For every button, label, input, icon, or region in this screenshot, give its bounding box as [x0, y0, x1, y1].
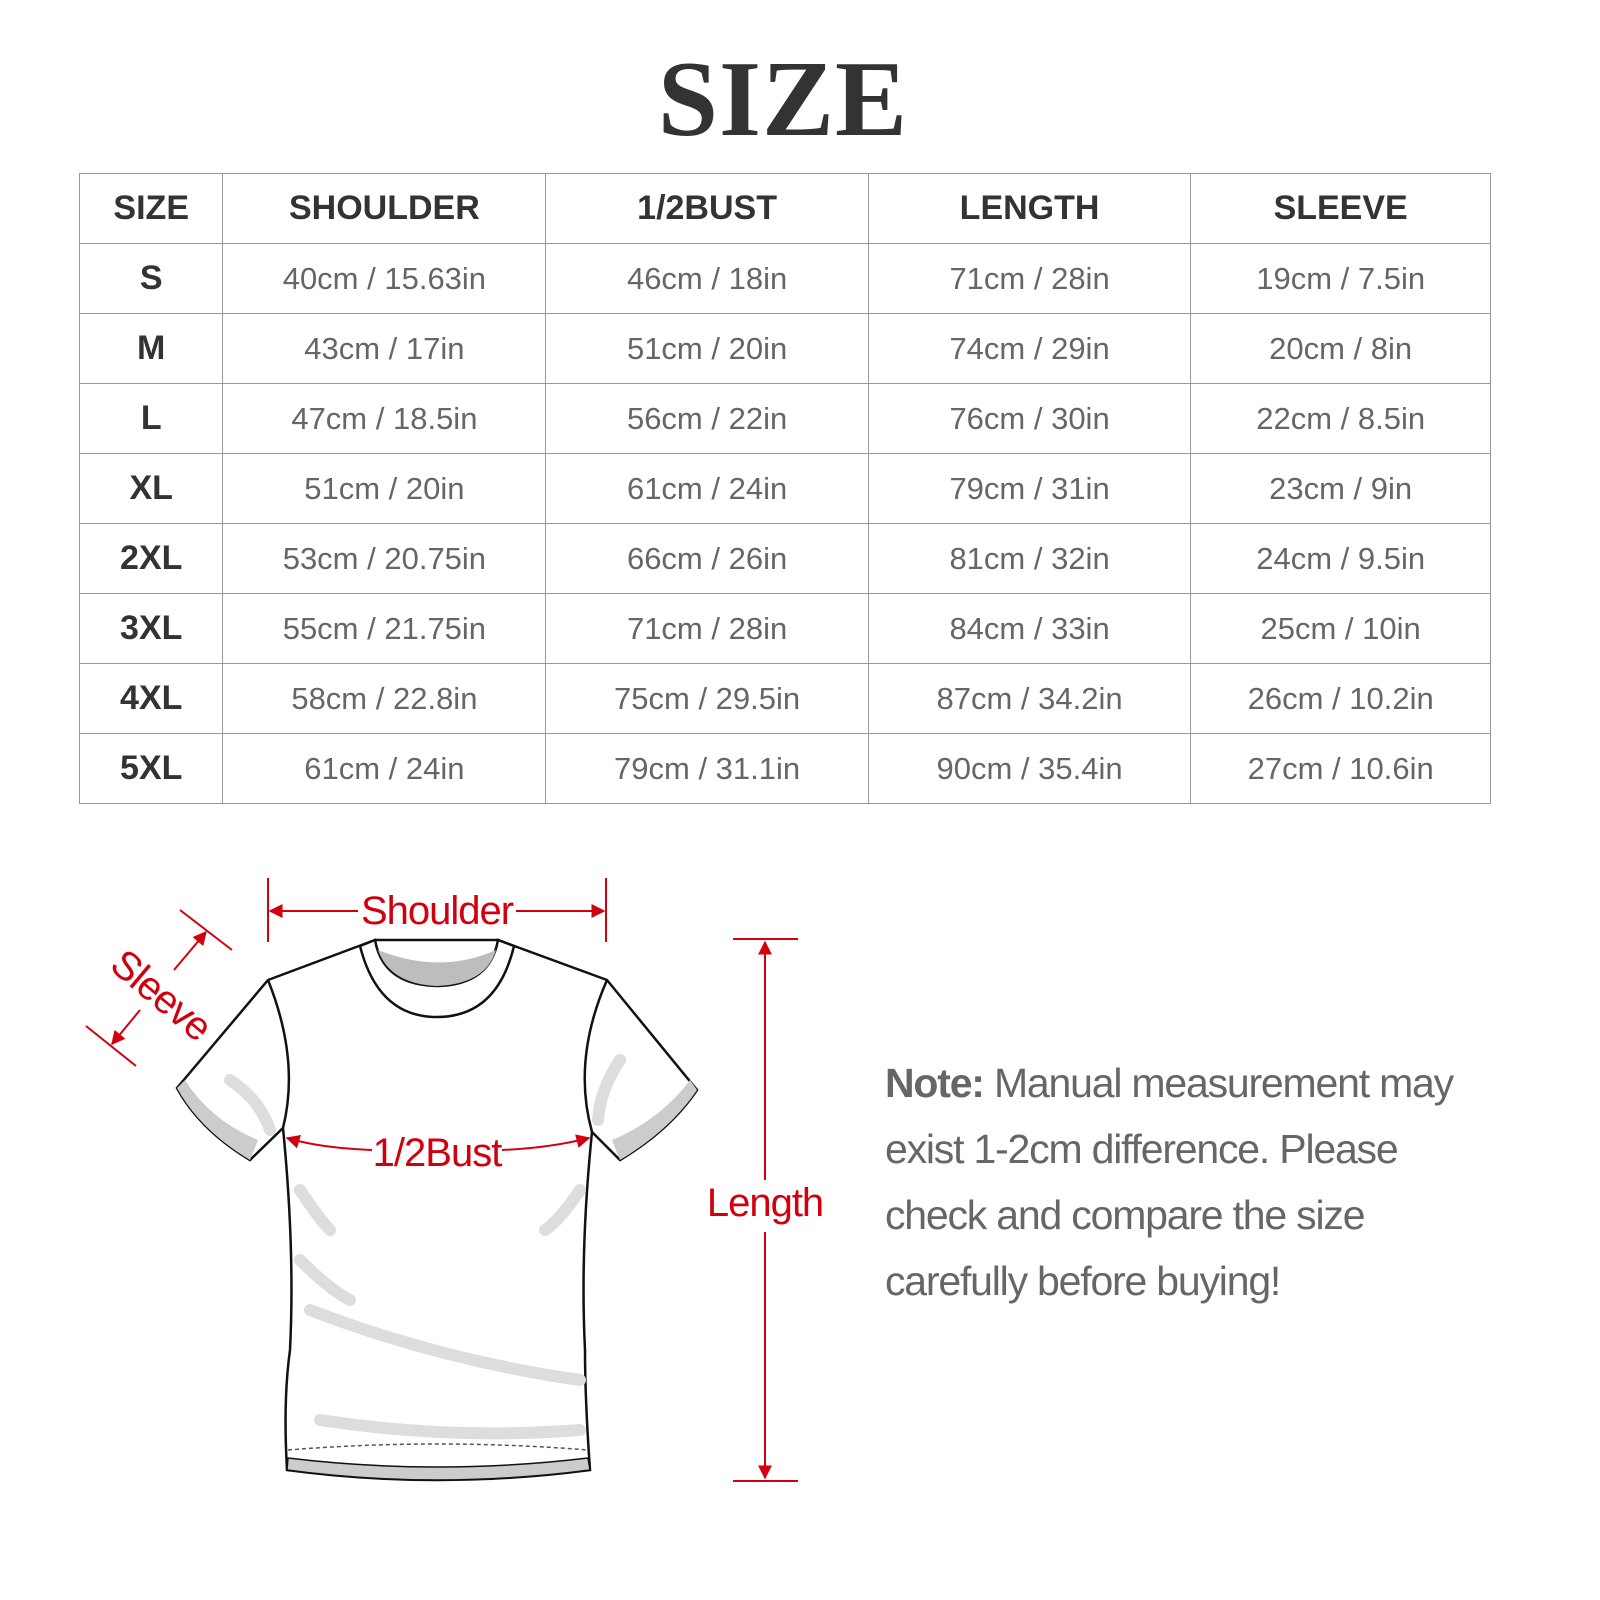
measurement-cell: 55cm / 21.75in	[222, 593, 547, 664]
size-cell: 4XL	[78, 663, 224, 734]
measurement-cell: 40cm / 15.63in	[222, 243, 547, 314]
measurement-cell: 53cm / 20.75in	[222, 523, 547, 594]
measurement-cell: 90cm / 35.4in	[867, 733, 1192, 804]
measurement-cell: 51cm / 20in	[222, 453, 547, 524]
size-cell: S	[78, 243, 224, 314]
measurement-cell: 19cm / 7.5in	[1190, 243, 1491, 314]
measurement-cell: 51cm / 20in	[545, 313, 869, 384]
note: Note: Manual measurement may exist 1-2cm…	[885, 1050, 1505, 1314]
measurement-cell: 58cm / 22.8in	[222, 663, 547, 734]
measure-lines	[85, 878, 798, 1482]
measurement-cell: 81cm / 32in	[867, 523, 1192, 594]
measurement-cell: 74cm / 29in	[867, 313, 1192, 384]
column-header: SIZE	[78, 173, 224, 244]
measurement-cell: 71cm / 28in	[545, 593, 869, 664]
column-header: 1/2BUST	[545, 173, 869, 244]
size-cell: M	[78, 313, 224, 384]
size-cell: 3XL	[78, 593, 224, 664]
table-row: L 47cm / 18.5in 56cm / 22in 76cm / 30in 22cm…	[78, 383, 1491, 454]
page-title: SIZE	[657, 40, 909, 159]
size-cell: 5XL	[78, 733, 224, 804]
table-header-row: SIZE SHOULDER 1/2BUST LENGTH SLEEVE	[78, 173, 1491, 244]
measurement-cell: 66cm / 26in	[545, 523, 869, 594]
note-label: Note:	[885, 1060, 985, 1106]
measurement-cell: 84cm / 33in	[867, 593, 1192, 664]
column-header: SLEEVE	[1190, 173, 1491, 244]
tshirt-outline	[175, 938, 699, 1482]
measurement-cell: 43cm / 17in	[222, 313, 547, 384]
size-cell: 2XL	[78, 523, 224, 594]
measurement-cell: 46cm / 18in	[545, 243, 869, 314]
measurement-cell: 79cm / 31in	[867, 453, 1192, 524]
measurement-cell: 61cm / 24in	[222, 733, 547, 804]
table-row: S 40cm / 15.63in 46cm / 18in 71cm / 28in 19c…	[78, 243, 1491, 314]
table-row: 2XL 53cm / 20.75in 66cm / 26in 81cm / 32in 2…	[78, 523, 1491, 594]
size-table: SIZE SHOULDER 1/2BUST LENGTH SLEEVE S 40cm / …	[78, 173, 1491, 804]
table-row: 5XL 61cm / 24in 79cm / 31.1in 90cm / 35.4in…	[78, 733, 1491, 804]
measurement-cell: 56cm / 22in	[545, 383, 869, 454]
column-header: LENGTH	[867, 173, 1192, 244]
measurement-cell: 79cm / 31.1in	[545, 733, 869, 804]
measurement-cell: 24cm / 9.5in	[1190, 523, 1491, 594]
measurement-cell: 75cm / 29.5in	[545, 663, 869, 734]
measurement-cell: 47cm / 18.5in	[222, 383, 547, 454]
table-row: XL 51cm / 20in 61cm / 24in 79cm / 31in 23cm …	[78, 453, 1491, 524]
table-row: M 43cm / 17in 51cm / 20in 74cm / 29in 20cm /…	[78, 313, 1491, 384]
table-row: 3XL 55cm / 21.75in 71cm / 28in 84cm / 33in 2…	[78, 593, 1491, 664]
measurement-cell: 26cm / 10.2in	[1190, 663, 1491, 734]
bust-label: 1/2Bust	[373, 1131, 503, 1175]
length-label: Length	[707, 1181, 823, 1225]
measurement-cell: 22cm / 8.5in	[1190, 383, 1491, 454]
measurement-cell: 25cm / 10in	[1190, 593, 1491, 664]
measurement-cell: 20cm / 8in	[1190, 313, 1491, 384]
shoulder-label: Shoulder	[361, 889, 514, 933]
measurement-cell: 76cm / 30in	[867, 383, 1192, 454]
note-text: Manual measurement may exist 1-2cm diffe…	[885, 1060, 1454, 1304]
measurement-cell: 61cm / 24in	[545, 453, 869, 524]
size-cell: L	[78, 383, 224, 454]
measurement-cell: 23cm / 9in	[1190, 453, 1491, 524]
measurement-cell: 27cm / 10.6in	[1190, 733, 1491, 804]
